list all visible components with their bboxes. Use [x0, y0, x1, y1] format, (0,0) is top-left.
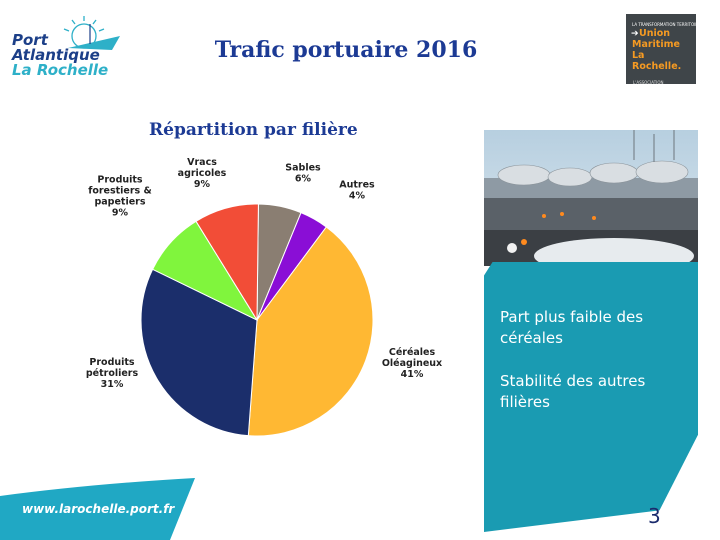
union-logo-word-4: Rochelle.: [632, 61, 682, 72]
union-logo-word-2: Maritime: [632, 39, 680, 50]
pie-label-5: Vracs agricoles 9%: [178, 157, 227, 190]
union-logo-footer-text: L'ASSOCIATION: [633, 80, 664, 85]
wind-turbine-port-image: [484, 130, 698, 266]
pie-labels: Sables 6% Autres 4% Céréales Oléagineux 41% Pro…: [86, 157, 442, 390]
port-photo: [484, 130, 698, 266]
pie-label-4: Produits forestiers & papetiers 9%: [88, 175, 152, 219]
footer-band: [0, 478, 195, 540]
union-maritime-logo: LA TRANSFORMATION TERRITOIRE ➔ Union Mar…: [626, 14, 701, 85]
page-number: 3: [648, 504, 661, 528]
pie-slices: [140, 203, 374, 437]
pie-label-3: Produits pétroliers 31%: [86, 357, 139, 390]
union-logo-word-3: La: [632, 50, 645, 61]
key-points-panel: Part plus faible des céréales Stabilité …: [484, 262, 698, 532]
union-logo-word-1: Union: [639, 28, 671, 39]
key-point-1: Part plus faible des céréales: [500, 308, 644, 347]
pie-slice-5: [195, 203, 259, 322]
pie-chart: Sables 6% Autres 4% Céréales Oléagineux 41% Pro…: [86, 157, 442, 437]
website-url[interactable]: www.larochelle.port.fr: [22, 502, 175, 516]
logo-line-port: Port: [12, 31, 48, 49]
pie-label-0: Sables 6%: [285, 163, 321, 185]
sun-sail-icon: [63, 16, 120, 50]
pie-slice-2: [247, 226, 374, 437]
union-logo-small-text: LA TRANSFORMATION TERRITOIRE: [632, 22, 701, 27]
arrow-icon: ➔: [631, 29, 639, 39]
pie-label-2: Céréales Oléagineux 41%: [382, 347, 442, 380]
page-title: Trafic portuaire 2016: [214, 37, 478, 63]
logo-line-la-rochelle: La Rochelle: [12, 61, 109, 79]
chart-subtitle: Répartition par filière: [149, 120, 358, 140]
key-point-2: Stabilité des autres filières: [500, 372, 646, 411]
logo-line-atlantique: Atlantique: [12, 46, 100, 64]
pie-label-1: Autres 4%: [339, 180, 375, 202]
port-logo: Port Atlantique La Rochelle: [8, 14, 128, 80]
pie-slice-3: [140, 268, 258, 437]
